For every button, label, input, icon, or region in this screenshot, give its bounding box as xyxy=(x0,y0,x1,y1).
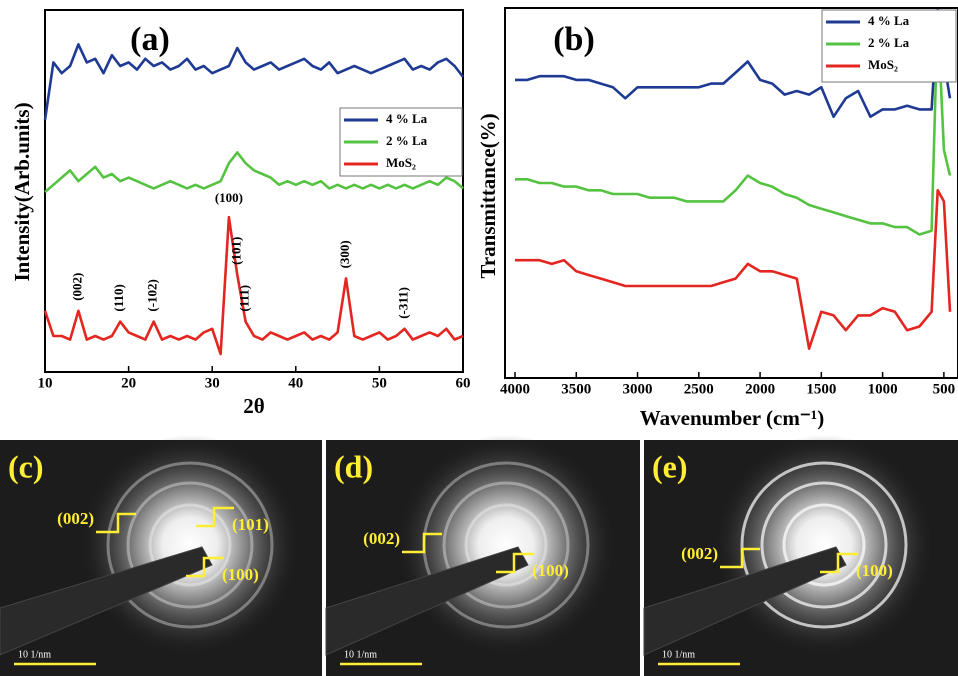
peak-label: (100) xyxy=(215,190,243,205)
ring-marker xyxy=(720,547,760,569)
series-line xyxy=(515,189,952,350)
x-tick-label: 50 xyxy=(372,375,387,391)
y-axis-title: Transmittance(%) xyxy=(476,113,500,278)
x-tick-label: 500 xyxy=(933,381,956,397)
scale-label: 10 1/nm xyxy=(344,649,377,660)
legend-label: 4 % La xyxy=(386,111,428,126)
series-line xyxy=(515,8,952,118)
diffraction-glow xyxy=(80,435,300,655)
x-tick-label: 2500 xyxy=(684,381,714,397)
x-axis-title: 2θ xyxy=(243,394,265,418)
diffraction-ring xyxy=(740,461,908,629)
peak-label: (-102) xyxy=(145,279,160,312)
ring-marker xyxy=(196,506,234,528)
ring-label: (100) xyxy=(222,565,259,584)
diffraction-ring xyxy=(464,503,548,587)
beam-stop xyxy=(643,546,847,656)
diffraction-ring xyxy=(106,461,274,629)
x-axis-title: Wavenumber (cm⁻¹) xyxy=(640,406,824,430)
diffraction-glow xyxy=(396,435,616,655)
x-tick-label: 1000 xyxy=(868,381,898,397)
legend-label: MoS₂ xyxy=(868,57,898,72)
series-line xyxy=(515,12,952,236)
x-tick-label: 40 xyxy=(288,375,303,391)
plot-frame xyxy=(504,7,958,379)
x-tick-label: 3500 xyxy=(561,381,591,397)
peak-label: (110) xyxy=(111,284,126,311)
panel-label: (b) xyxy=(553,21,595,58)
peak-label: (002) xyxy=(69,273,84,301)
x-tick-label: 1500 xyxy=(806,381,836,397)
peak-label: (111) xyxy=(237,285,252,312)
diffraction-ring xyxy=(148,503,232,587)
diffraction-ring xyxy=(442,481,570,609)
ring-marker xyxy=(402,532,442,554)
image-label: (c) xyxy=(8,448,44,484)
y-axis-title: Intensity(Arb.units) xyxy=(10,102,34,281)
x-tick-label: 60 xyxy=(456,375,471,391)
panel-label: (a) xyxy=(130,21,170,58)
ring-label: (002) xyxy=(363,529,400,548)
ring-label: (002) xyxy=(681,544,718,563)
scale-label: 10 1/nm xyxy=(18,649,51,660)
ring-marker xyxy=(820,552,858,574)
beam-stop xyxy=(0,546,213,656)
ring-label: (100) xyxy=(856,561,893,580)
ring-marker xyxy=(496,552,534,574)
ring-marker xyxy=(96,512,136,534)
ring-marker xyxy=(186,556,224,578)
series-line xyxy=(43,215,464,356)
diffraction-ring xyxy=(760,481,888,609)
x-tick-label: 10 xyxy=(38,375,53,391)
x-tick-label: 20 xyxy=(121,375,136,391)
x-tick-label: 2000 xyxy=(745,381,775,397)
diffraction-ring xyxy=(126,481,254,609)
series-line xyxy=(44,151,464,193)
series-line xyxy=(43,43,465,121)
ring-label: (002) xyxy=(57,509,94,528)
peak-label: (300) xyxy=(337,240,352,268)
diffraction-ring xyxy=(782,503,866,587)
legend-label: 2 % La xyxy=(868,35,910,50)
scale-label: 10 1/nm xyxy=(662,649,695,660)
peak-label: (101) xyxy=(228,237,243,265)
image-label: (d) xyxy=(334,448,373,484)
peak-label: (-311) xyxy=(395,287,410,319)
image-label: (e) xyxy=(652,448,688,484)
ring-label: (100) xyxy=(532,561,569,580)
legend-label: 4 % La xyxy=(868,13,910,28)
x-tick-label: 4000 xyxy=(500,381,530,397)
ring-label: (101) xyxy=(232,515,269,534)
diffraction-glow xyxy=(714,435,934,655)
x-tick-label: 30 xyxy=(205,375,220,391)
legend-label: 2 % La xyxy=(386,133,428,148)
legend-label: MoS₂ xyxy=(386,155,416,170)
beam-stop xyxy=(325,546,529,656)
x-tick-label: 3000 xyxy=(623,381,653,397)
